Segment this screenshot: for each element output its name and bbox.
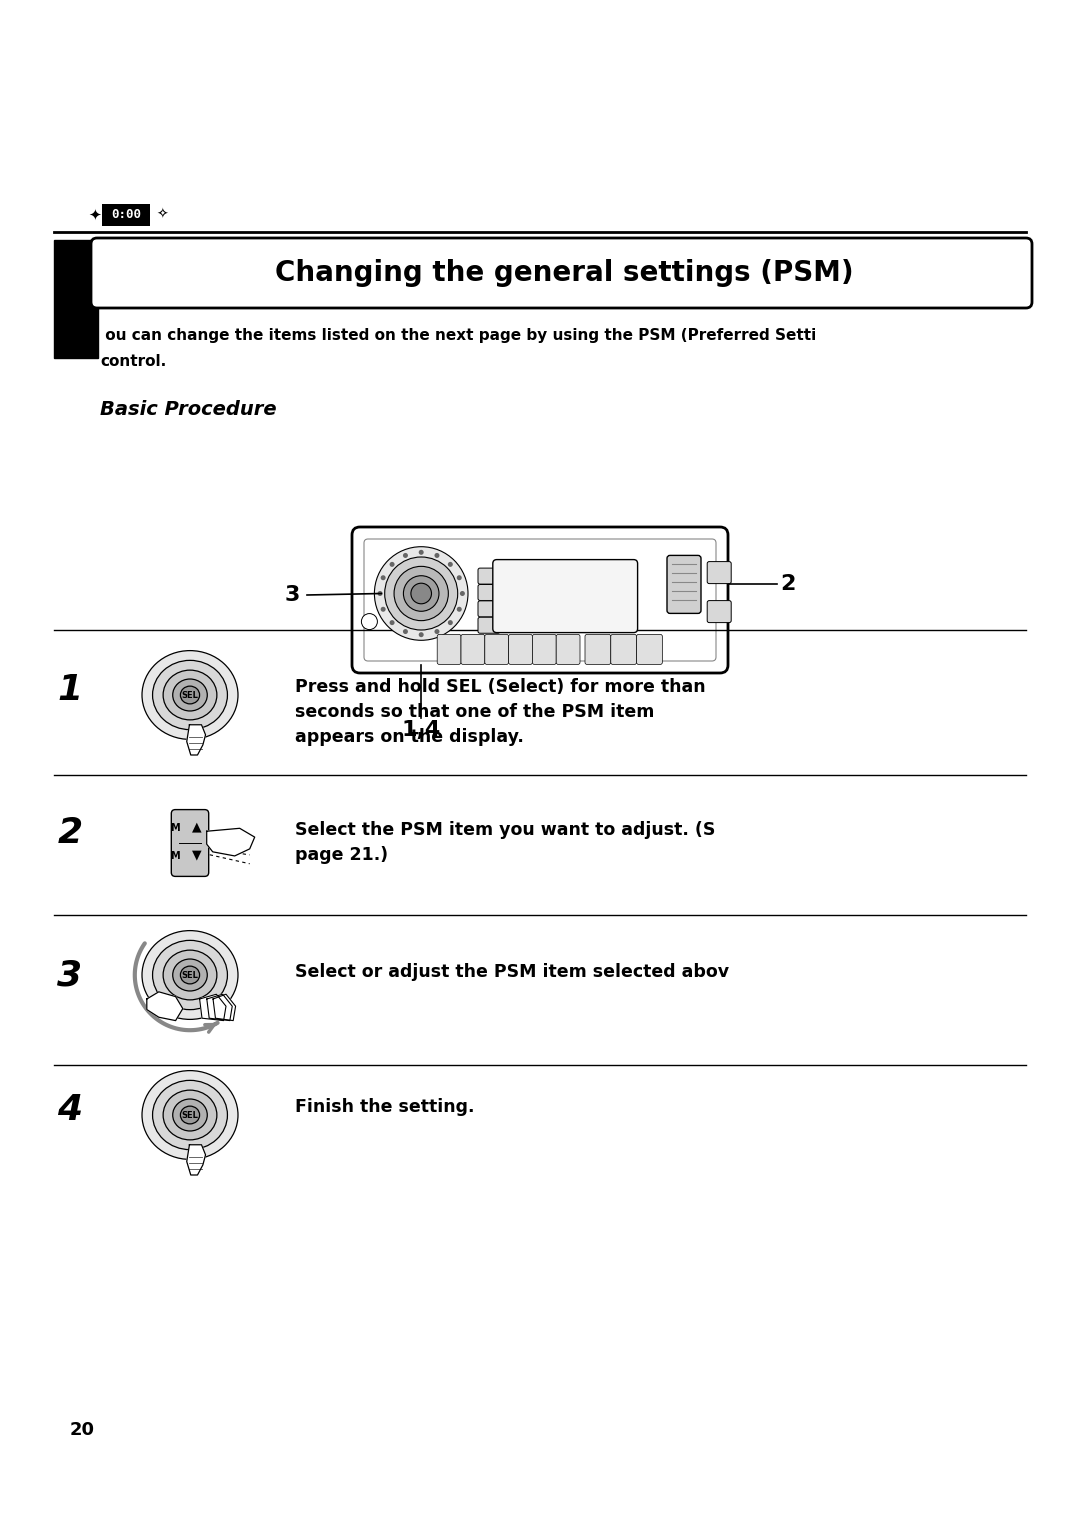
Text: 20: 20 xyxy=(70,1421,95,1439)
FancyBboxPatch shape xyxy=(478,601,500,617)
Circle shape xyxy=(380,575,386,581)
Text: M: M xyxy=(171,851,180,860)
Text: 3: 3 xyxy=(285,585,300,605)
Text: 2: 2 xyxy=(57,816,82,850)
FancyBboxPatch shape xyxy=(172,810,208,877)
Text: 3: 3 xyxy=(57,958,82,992)
FancyBboxPatch shape xyxy=(707,562,731,584)
Circle shape xyxy=(384,558,458,630)
FancyBboxPatch shape xyxy=(667,555,701,613)
FancyBboxPatch shape xyxy=(478,568,500,584)
FancyBboxPatch shape xyxy=(352,527,728,672)
Ellipse shape xyxy=(173,678,207,711)
Text: appears on the display.: appears on the display. xyxy=(295,727,524,746)
Text: page 21.): page 21.) xyxy=(295,847,388,863)
Text: ✦: ✦ xyxy=(89,208,102,223)
Ellipse shape xyxy=(152,660,228,730)
FancyBboxPatch shape xyxy=(102,205,150,226)
Text: Select or adjust the PSM item selected abov: Select or adjust the PSM item selected a… xyxy=(295,963,729,981)
FancyBboxPatch shape xyxy=(509,634,532,665)
Polygon shape xyxy=(147,992,183,1021)
FancyBboxPatch shape xyxy=(478,617,500,633)
Ellipse shape xyxy=(180,966,200,984)
Text: control.: control. xyxy=(100,354,166,368)
FancyBboxPatch shape xyxy=(636,634,662,665)
Circle shape xyxy=(419,550,423,555)
Text: M: M xyxy=(171,824,180,833)
Text: 4: 4 xyxy=(57,1093,82,1128)
Circle shape xyxy=(419,633,423,637)
Polygon shape xyxy=(187,1144,205,1175)
Text: 1,4: 1,4 xyxy=(402,720,441,740)
Circle shape xyxy=(362,614,377,630)
Polygon shape xyxy=(187,724,205,755)
Circle shape xyxy=(457,575,462,581)
Circle shape xyxy=(410,584,432,604)
Text: Finish the setting.: Finish the setting. xyxy=(295,1099,474,1115)
Ellipse shape xyxy=(152,1080,228,1149)
Ellipse shape xyxy=(141,651,238,740)
Text: Basic Procedure: Basic Procedure xyxy=(100,400,276,419)
Circle shape xyxy=(390,620,394,625)
FancyBboxPatch shape xyxy=(611,634,636,665)
Circle shape xyxy=(457,607,462,611)
Ellipse shape xyxy=(141,931,238,1019)
Text: Select the PSM item you want to adjust. (S: Select the PSM item you want to adjust. … xyxy=(295,821,715,839)
Ellipse shape xyxy=(163,1089,217,1140)
Polygon shape xyxy=(206,828,255,856)
Ellipse shape xyxy=(152,940,228,1010)
Text: Press and hold SEL (Select) for more than: Press and hold SEL (Select) for more tha… xyxy=(295,678,705,695)
Circle shape xyxy=(434,553,440,558)
Circle shape xyxy=(403,553,408,558)
Text: 2: 2 xyxy=(780,575,795,594)
Text: ▲: ▲ xyxy=(192,821,202,834)
Ellipse shape xyxy=(180,686,200,704)
FancyBboxPatch shape xyxy=(461,634,485,665)
FancyBboxPatch shape xyxy=(556,634,580,665)
Text: SEL: SEL xyxy=(181,970,199,979)
Text: 0:00: 0:00 xyxy=(111,208,141,222)
FancyBboxPatch shape xyxy=(485,634,509,665)
Circle shape xyxy=(448,620,453,625)
Circle shape xyxy=(460,591,464,596)
Ellipse shape xyxy=(141,1071,238,1160)
Circle shape xyxy=(394,567,448,620)
Polygon shape xyxy=(206,995,232,1021)
FancyBboxPatch shape xyxy=(364,539,716,662)
Ellipse shape xyxy=(173,960,207,992)
Polygon shape xyxy=(200,995,226,1021)
Circle shape xyxy=(380,607,386,611)
Text: ▼: ▼ xyxy=(192,848,202,862)
Circle shape xyxy=(375,547,468,640)
Circle shape xyxy=(390,562,394,567)
Text: ou can change the items listed on the next page by using the PSM (Preferred Sett: ou can change the items listed on the ne… xyxy=(100,329,816,342)
FancyBboxPatch shape xyxy=(478,585,500,601)
Polygon shape xyxy=(213,995,235,1021)
Circle shape xyxy=(434,630,440,634)
FancyBboxPatch shape xyxy=(492,559,637,633)
Circle shape xyxy=(403,630,408,634)
Text: 1: 1 xyxy=(57,672,82,707)
Circle shape xyxy=(448,562,453,567)
Text: Changing the general settings (PSM): Changing the general settings (PSM) xyxy=(275,260,854,287)
FancyBboxPatch shape xyxy=(532,634,556,665)
FancyBboxPatch shape xyxy=(437,634,461,665)
Ellipse shape xyxy=(163,950,217,999)
Ellipse shape xyxy=(173,1099,207,1131)
Text: SEL: SEL xyxy=(181,1111,199,1120)
FancyBboxPatch shape xyxy=(54,240,98,358)
Circle shape xyxy=(404,576,438,611)
Ellipse shape xyxy=(163,671,217,720)
Ellipse shape xyxy=(180,1106,200,1125)
Text: ✧: ✧ xyxy=(157,208,167,222)
Text: SEL: SEL xyxy=(181,691,199,700)
Circle shape xyxy=(378,591,382,596)
FancyBboxPatch shape xyxy=(585,634,611,665)
FancyBboxPatch shape xyxy=(707,601,731,622)
FancyBboxPatch shape xyxy=(91,238,1032,309)
Text: seconds so that one of the PSM item: seconds so that one of the PSM item xyxy=(295,703,654,721)
